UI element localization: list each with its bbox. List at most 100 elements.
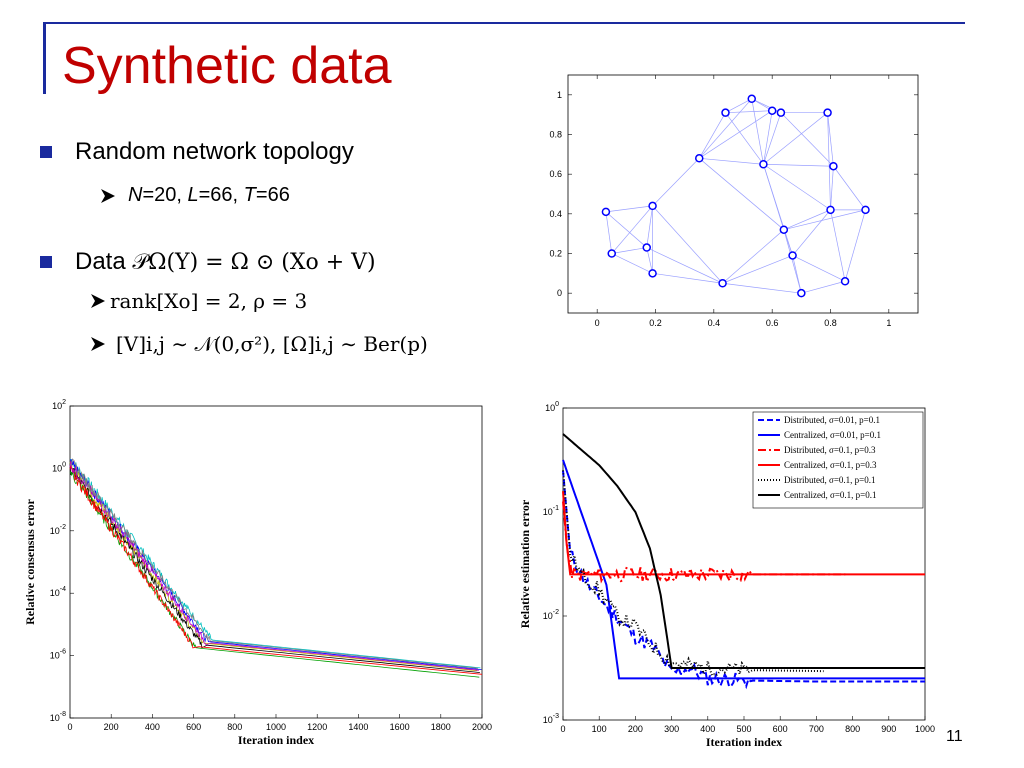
network-edge [611,247,647,254]
x-tick-label: 300 [664,724,679,734]
network-node [601,207,611,217]
network-edge [763,110,773,165]
x-tick-label: 0.8 [824,318,837,328]
network-edge [725,110,773,114]
estimation-series-line [562,470,925,690]
network-edge [698,112,726,159]
network-node [648,269,657,278]
network-node [779,225,789,234]
network-edge [830,209,846,282]
network-node [747,94,756,104]
consensus-error-plot: 0 200 400 600 800 1000 1200 1400 1600 1800 2000 102… [23,399,492,747]
y-tick-label: 10-1 [543,505,559,517]
network-node [767,106,777,115]
x-tick-label: 0.4 [708,318,721,328]
bullet-data: Data 𝒫Ω(Y) = Ω ⊙ (Xo + V) [75,248,376,276]
x-tick-label: 700 [809,724,824,734]
noise-formula: [V]i,j ∼ 𝒩(0,σ²), [Ω]i,j ∼ Ber(p) [116,332,428,356]
network-edge [763,112,828,165]
y-tick-label: 1 [557,90,562,100]
network-edge [725,98,752,113]
legend-entry: Centralized, σ=0.1, p=0.3 [784,460,877,470]
y-tick-label: 0.2 [549,249,562,259]
network-edge [646,205,653,248]
estimation-series-line [562,470,824,678]
network-edge [605,211,647,248]
y-tick-label: 10-2 [50,524,66,536]
arrow-bullet-icon [100,188,116,209]
network-edge [792,209,831,256]
x-tick-label: 0 [595,318,600,328]
data-formula: 𝒫Ω(Y) = Ω ⊙ (Xo + V) [132,250,376,275]
bullet-square-icon [40,256,52,268]
estimation-series-line [562,491,925,576]
arrow-bullet-icon [90,293,106,314]
x-tick-label: 200 [628,724,643,734]
consensus-series-line [69,465,483,675]
network-edge [605,205,653,213]
network-node [776,108,786,117]
rank-formula: rank[Xo] = 2, ρ = 3 [110,289,308,313]
x-tick-label: 100 [592,724,607,734]
legend-entry: Centralized, σ=0.1, p=0.1 [784,490,876,500]
network-node [788,251,797,260]
network-node [823,108,832,117]
y-tick-label: 100 [545,401,559,413]
y-axis-label: Relative consensus error [23,498,37,624]
network-edge [646,247,723,284]
network-edge [763,163,831,211]
network-edge [833,166,866,211]
param-n-symbol: N [128,184,143,206]
bullet-network: Random network topology [75,138,354,165]
x-tick-label: 400 [700,724,715,734]
x-tick-label: 0.6 [766,318,779,328]
y-tick-label: 10-4 [50,586,66,598]
network-edge [830,166,834,210]
consensus-series-line [69,461,479,671]
consensus-series-line [69,470,480,678]
y-tick-label: 10-3 [543,713,559,725]
x-tick-label: 1400 [348,722,368,732]
legend-entry: Distributed, σ=0.1, p=0.3 [784,445,876,455]
network-edge [652,158,700,207]
network-edge [605,211,613,254]
param-l-value: =66, [198,184,244,206]
x-tick-label: 200 [104,722,119,732]
x-tick-label: 1200 [307,722,327,732]
x-tick-label: 600 [773,724,788,734]
estimation-series-line [562,433,925,669]
param-t-value: =66 [255,184,290,206]
consensus-series-line [69,458,478,669]
header-rule [45,22,965,24]
x-tick-label: 0.2 [649,318,662,328]
x-tick-label: 2000 [472,722,492,732]
network-edge [722,229,785,284]
x-tick-label: 1600 [390,722,410,732]
bullet-square-icon [40,146,52,158]
network-node [695,154,704,163]
network-edge [827,112,834,167]
network-edge [751,98,764,165]
x-tick-label: 800 [845,724,860,734]
network-node [861,205,870,215]
network-edge [652,272,723,284]
network-node [826,205,835,215]
network-edge [780,112,834,167]
param-t-symbol: T [243,184,256,206]
x-axis-label: Iteration index [706,735,782,749]
network-node [607,249,616,258]
x-tick-label: 1000 [266,722,286,732]
network-edge [699,110,773,159]
network-node [718,279,727,288]
slide-number: 11 [946,728,963,745]
y-tick-label: 0 [557,288,562,298]
network-edge [652,205,723,284]
y-tick-label: 102 [52,399,66,411]
legend: Distributed, σ=0.01, p=0.1 Centralized, σ… [752,411,924,509]
y-axis-label: Relative estimation error [518,499,532,628]
network-edge [611,253,653,274]
network-params: N=20, L=66, T=66 [128,184,290,207]
network-edge [699,157,764,165]
estimation-error-plot: 0 100 200 300 400 500 600 700 800 900 1000 100 10-1 1… [518,401,935,749]
data-label: Data [75,248,126,275]
